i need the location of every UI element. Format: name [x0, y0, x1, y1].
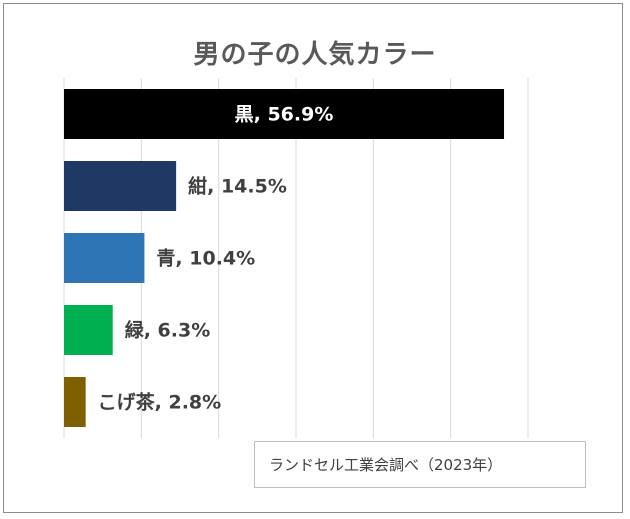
bar	[64, 305, 113, 355]
bar-data-label: 緑, 6.3%	[125, 319, 211, 342]
bar-data-label: 紺, 14.5%	[188, 175, 287, 198]
chart-title: 男の子の人気カラー	[193, 40, 437, 70]
bar	[64, 233, 145, 283]
source-note: ランドセル工業会調べ（2023年）	[269, 456, 503, 474]
source-note-box: ランドセル工業会調べ（2023年）	[254, 441, 586, 488]
bar-data-label: こげ茶, 2.8%	[98, 391, 222, 414]
bar	[64, 377, 86, 427]
bar-data-label: 黒, 56.9%	[235, 104, 334, 126]
bar	[64, 161, 177, 211]
bar	[64, 89, 505, 139]
bar-data-label: 青, 10.4%	[156, 248, 255, 270]
